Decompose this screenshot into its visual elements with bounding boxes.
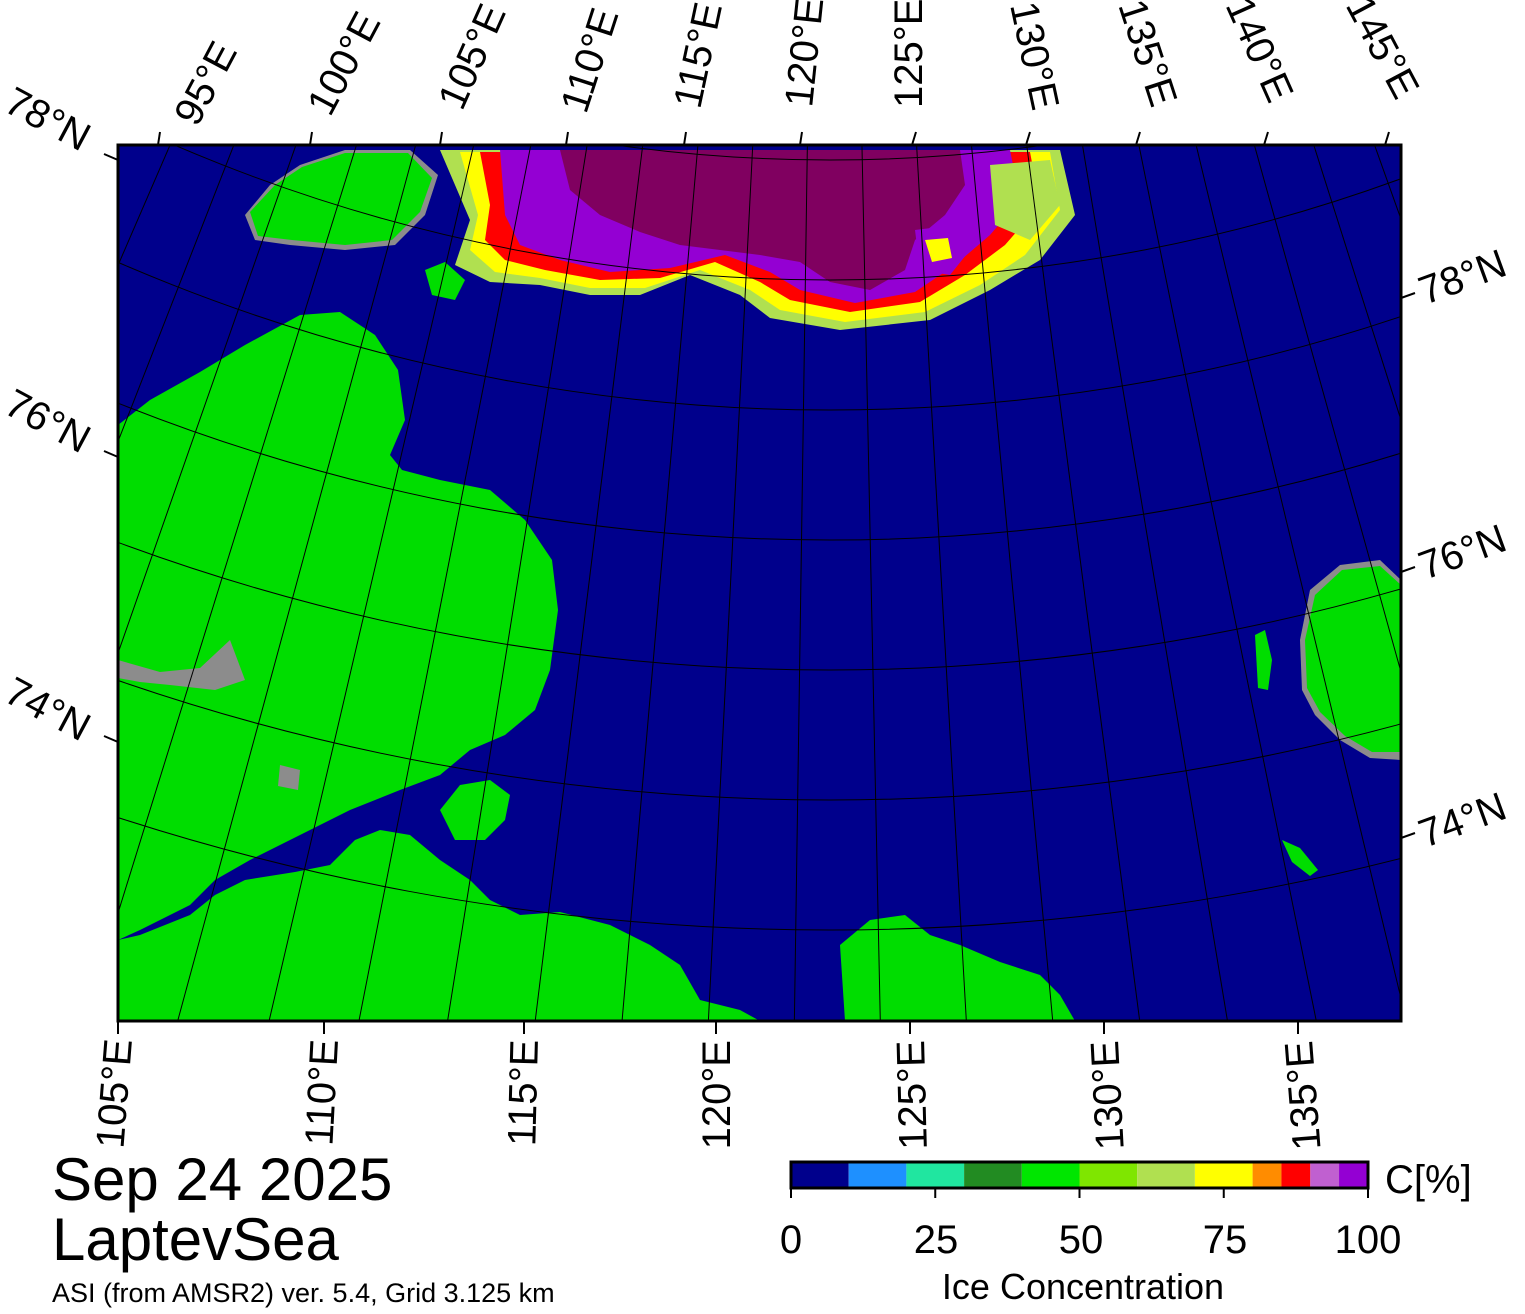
meridian-line [970, 145, 1054, 1021]
meridian-line [118, 145, 297, 655]
meridian-line [1313, 145, 1401, 422]
axis-label: 130°E [1083, 1040, 1133, 1152]
colorbar-segment [906, 1162, 965, 1188]
map-frame [116, 143, 1403, 1023]
axis-label: 74°N [0, 669, 97, 750]
latitude-line [173, 145, 1401, 281]
region-title: LaptevSea [52, 1206, 339, 1273]
sea-ice-field [440, 150, 1075, 330]
colorbar-tick-label: 0 [779, 1218, 803, 1262]
colorbar-segment [1137, 1162, 1195, 1188]
meridian-line [1081, 145, 1228, 1021]
meridian-line [1195, 145, 1401, 1001]
date-title: Sep 24 2025 [52, 1146, 393, 1213]
axis-label: 135°E [1277, 1039, 1329, 1152]
axis-label: 76°N [1413, 517, 1512, 589]
colorbar-segment [1281, 1162, 1311, 1188]
axis-label: 125°E [889, 1040, 936, 1151]
colorbar-segment [1079, 1162, 1138, 1188]
meridian-line [1373, 145, 1401, 221]
axis-label: 125°E [887, 0, 931, 108]
axis-label: 120°E [695, 1040, 739, 1149]
colorbar-segment [791, 1162, 849, 1188]
colorbar-tick-label: 25 [913, 1218, 959, 1262]
colorbar-title: Ice Concentration [941, 1266, 1225, 1307]
colorbar-segment [848, 1162, 907, 1188]
colorbar-tick-label: 75 [1202, 1218, 1248, 1262]
colorbar-segment [1194, 1162, 1253, 1188]
colorbar-tick-label: 50 [1058, 1218, 1104, 1262]
meridian-line [1138, 145, 1317, 1021]
meridian-line [447, 145, 588, 1021]
meridian-line [1026, 145, 1141, 1021]
colorbar-unit: C[%] [1385, 1158, 1472, 1202]
colorbar-segment [1339, 1162, 1368, 1188]
colorbar-segment [964, 1162, 1022, 1188]
colorbar-segment [1252, 1162, 1282, 1188]
axis-label: 76°N [0, 381, 97, 462]
meridian-line [1483, 0, 1525, 871]
axis-label: 145°E [1337, 0, 1427, 106]
graticule [118, 0, 1525, 1021]
product-info: ASI (from AMSR2) ver. 5.4, Grid 3.125 km [52, 1278, 555, 1308]
axis-label: 110°E [553, 3, 628, 118]
latitude-line [615, 145, 1045, 161]
meridian-line [1434, 0, 1525, 908]
axis-label: 110°E [297, 1038, 347, 1147]
axis-label: 78°N [1413, 242, 1512, 314]
axis-label: 135°E [1109, 0, 1185, 112]
axis-label: 120°E [777, 0, 832, 109]
axis-label: 140°E [1217, 0, 1302, 109]
meridian-line [861, 145, 881, 1021]
meridian-line [707, 145, 754, 1021]
meridian-line [534, 145, 644, 1021]
axis-label: 74°N [1413, 785, 1512, 857]
colorbar-segment [1021, 1162, 1080, 1188]
axis-label: 105°E [89, 1037, 141, 1150]
axis-label: 78°N [0, 79, 97, 160]
meridian-line [916, 145, 967, 1021]
meridian-line [1253, 145, 1401, 674]
axis-label: 115°E [666, 0, 731, 112]
land-masses [118, 150, 1401, 1021]
colorbar [789, 1160, 1370, 1198]
axis-label: 115°E [500, 1039, 547, 1147]
colorbar-segment [1310, 1162, 1340, 1188]
axis-ticks [103, 131, 1416, 1034]
meridian-line [118, 145, 357, 915]
meridian-line [118, 145, 171, 267]
meridian-line [268, 145, 475, 1021]
map-area [118, 0, 1525, 1021]
meridian-line [177, 145, 417, 1021]
meridian-line [793, 145, 808, 1021]
axis-label: 105°E [430, 0, 515, 116]
meridian-line [118, 145, 235, 443]
meridian-line [358, 145, 532, 1021]
meridian-line [621, 145, 699, 1021]
axis-label: 100°E [299, 5, 389, 122]
colorbar-tick-label: 100 [1334, 1218, 1402, 1262]
axis-label: 95°E [166, 35, 246, 133]
axis-label: 130°E [1001, 0, 1067, 114]
